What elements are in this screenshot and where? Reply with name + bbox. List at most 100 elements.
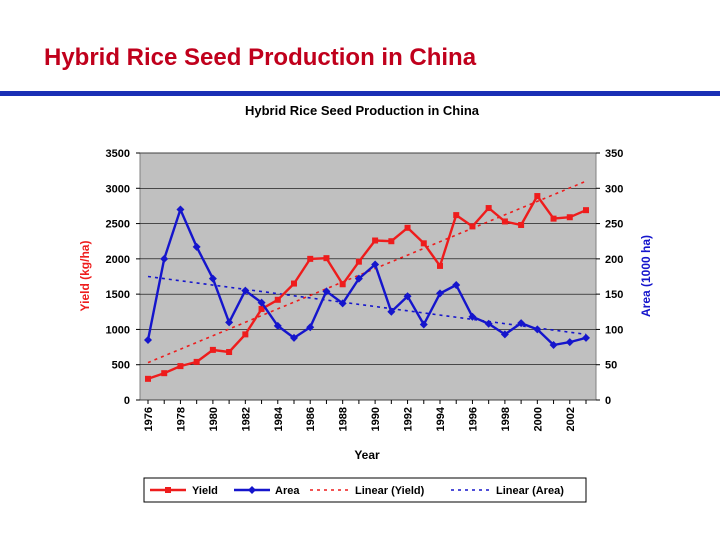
y-axis-label-right: Area (1000 ha) [639, 235, 653, 317]
plot-background [139, 152, 597, 401]
y-tick-label-right: 250 [605, 219, 623, 231]
y-tick-label-right: 200 [605, 254, 623, 266]
left-axis-ticks: 0 500 1000 1500 2000 2500 3000 3500 [106, 148, 140, 407]
data-point [258, 305, 265, 312]
data-point [339, 281, 346, 288]
data-point [469, 223, 476, 230]
slide-title: Hybrid Rice Seed Production in China [44, 44, 477, 71]
series-line [146, 208, 587, 347]
data-point [192, 242, 201, 251]
data-point [388, 238, 395, 245]
y-tick-label-left: 1000 [106, 324, 130, 336]
data-point [583, 207, 589, 214]
title-divider [0, 91, 720, 96]
data-point [436, 289, 444, 298]
data-point [144, 336, 152, 345]
x-tick-label: 1976 [143, 407, 155, 431]
x-tick-label: 1998 [500, 407, 512, 431]
y-tick-label-left: 3000 [106, 183, 130, 195]
x-tick-label: 1986 [305, 407, 317, 431]
legend-marker [165, 487, 171, 493]
data-point [145, 375, 151, 382]
x-tick-label: 1992 [403, 407, 415, 431]
x-tick-label: 1990 [370, 407, 382, 431]
legend-label: Linear (Yield) [355, 485, 425, 497]
x-tick-label: 1984 [273, 406, 285, 431]
y-tick-label-left: 2500 [106, 219, 130, 231]
data-point [290, 333, 298, 342]
data-point [323, 255, 330, 262]
data-point [322, 287, 331, 296]
data-point [501, 218, 508, 225]
y-tick-label-right: 350 [605, 148, 623, 160]
chart-title: Hybrid Rice Seed Production in China [245, 103, 480, 118]
x-tick-label: 1980 [208, 407, 220, 431]
legend-label: Area [275, 485, 300, 497]
data-point [177, 363, 184, 370]
data-point [257, 298, 266, 307]
data-point [372, 237, 379, 244]
data-point [500, 330, 509, 339]
data-point [161, 370, 168, 377]
y-tick-label-left: 500 [112, 360, 130, 372]
data-point [387, 307, 396, 316]
gridlines [140, 152, 596, 401]
data-point [242, 331, 249, 338]
data-point [565, 338, 574, 347]
legend-label: Yield [192, 485, 218, 497]
data-point [550, 215, 557, 222]
data-point [307, 255, 314, 262]
data-point [533, 325, 542, 334]
data-point [176, 205, 185, 214]
legend: Yield Area Linear (Yield) Linear (Area) [143, 477, 587, 503]
data-point [225, 318, 234, 327]
data-point [291, 280, 297, 287]
data-point [160, 254, 169, 263]
data-point [453, 212, 460, 219]
data-point [549, 340, 558, 349]
data-point [241, 286, 250, 295]
x-tick-label: 1996 [467, 407, 479, 431]
y-tick-label-left: 2000 [106, 254, 130, 266]
y-tick-label-left: 1500 [106, 289, 130, 301]
data-point [534, 193, 541, 200]
data-point [338, 299, 347, 308]
trend-line [147, 180, 587, 364]
data-point [274, 296, 281, 303]
x-tick-label: 1982 [240, 407, 252, 431]
x-tick-label: 1978 [175, 407, 187, 431]
x-tick-label: 2002 [565, 407, 577, 431]
data-point [226, 349, 233, 356]
data-point [403, 292, 412, 301]
data-point [404, 224, 411, 231]
data-point [306, 323, 315, 332]
plot-area [139, 152, 597, 401]
data-point [273, 321, 282, 330]
y-tick-label-right: 150 [605, 289, 623, 301]
data-point [355, 258, 362, 265]
series-lines [144, 193, 590, 382]
data-point [193, 358, 200, 365]
legend-marker [248, 486, 256, 494]
y-tick-label-left: 3500 [106, 148, 130, 160]
y-tick-label-right: 100 [605, 324, 623, 336]
data-point [419, 320, 428, 329]
series-line [147, 194, 587, 380]
x-tick-label: 2000 [532, 407, 544, 431]
data-point [452, 280, 461, 289]
data-point [354, 274, 363, 283]
y-tick-label-right: 50 [605, 360, 617, 372]
data-point [437, 262, 443, 269]
data-point [371, 260, 380, 269]
x-axis-ticks: 1976 1978 1980 1982 1984 1986 1988 1990 1992 1994… [143, 400, 587, 431]
data-point [209, 346, 216, 353]
data-point [566, 214, 573, 221]
data-point [485, 205, 492, 212]
right-axis-ticks: 0 50 100 150 200 250 300 350 [596, 148, 623, 407]
y-axis-label-left: Yield (kg/ha) [78, 241, 92, 312]
data-point [582, 333, 590, 342]
x-tick-label: 1988 [338, 407, 350, 431]
data-point [517, 319, 526, 328]
x-axis-label: Year [354, 448, 380, 462]
